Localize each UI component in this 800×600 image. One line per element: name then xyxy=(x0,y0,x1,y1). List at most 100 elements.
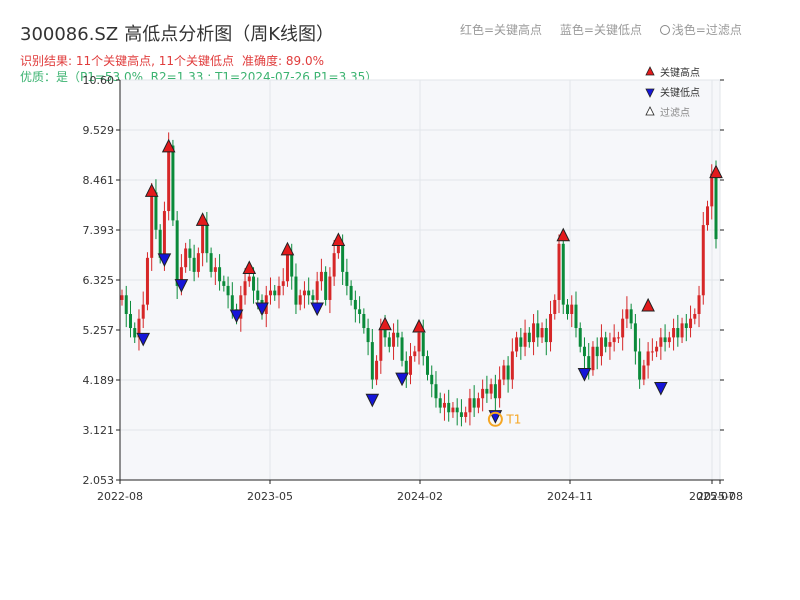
candle-body xyxy=(315,281,319,300)
key-low-marker xyxy=(229,309,244,324)
x-tick-label: 2022-08 xyxy=(97,490,143,503)
legend-red-text: 红色=关键高点 xyxy=(460,23,543,37)
candle-body xyxy=(209,253,213,272)
legend-low-label: 关键低点 xyxy=(660,86,700,99)
candle-body xyxy=(353,299,357,310)
key-low-marker xyxy=(174,279,189,293)
candle-body xyxy=(311,295,315,300)
key-low-marker xyxy=(255,302,269,317)
candle-body xyxy=(621,318,625,338)
y-tick-label: 2.053 xyxy=(83,474,115,487)
candle-body xyxy=(633,323,637,352)
candle-body xyxy=(523,332,527,347)
key-low-marker xyxy=(310,302,324,317)
candle-body xyxy=(549,314,553,343)
candle-body xyxy=(693,314,697,319)
candle-body xyxy=(532,323,536,343)
candle-body xyxy=(370,342,374,380)
candle-body xyxy=(379,328,383,361)
candle-body xyxy=(387,337,391,347)
candle-body xyxy=(557,243,561,300)
legend-high-label: 关键高点 xyxy=(660,66,700,79)
candle-body xyxy=(540,328,544,338)
candle-body xyxy=(485,388,489,394)
candle-body xyxy=(493,384,497,399)
legend-filtered-label: 过滤点 xyxy=(660,106,690,119)
candle-body xyxy=(247,276,251,282)
candle-body xyxy=(447,402,451,413)
candle-body xyxy=(383,328,387,338)
candle-body xyxy=(307,290,311,296)
candle-body xyxy=(171,145,175,221)
key-high-marker xyxy=(641,297,655,312)
candle-body xyxy=(332,253,336,277)
chart-title: 高低点分析图（周K线图） xyxy=(124,24,335,45)
candle-body xyxy=(128,314,132,329)
key-high-marker xyxy=(556,227,571,242)
candle-body xyxy=(510,351,514,380)
key-high-marker xyxy=(331,232,346,246)
legend-filtered-icon xyxy=(645,106,655,116)
candle-body xyxy=(498,379,502,399)
candle-body xyxy=(689,318,693,329)
candle-body xyxy=(285,253,289,282)
candle-body xyxy=(502,365,506,380)
candle-body xyxy=(578,328,582,347)
candle-body xyxy=(599,337,603,357)
candle-body xyxy=(574,304,578,329)
candle-body xyxy=(137,318,141,338)
candle-body xyxy=(591,346,595,371)
candle-body xyxy=(175,220,179,286)
candle-body xyxy=(430,374,434,385)
candle-body xyxy=(218,267,222,282)
candle-body xyxy=(392,332,396,347)
candle-body xyxy=(544,328,548,343)
candle-body xyxy=(158,229,162,258)
candle-body xyxy=(256,290,260,300)
candle-body xyxy=(201,225,205,254)
candle-body xyxy=(362,314,366,329)
key-high-marker xyxy=(412,318,426,333)
candle-body xyxy=(162,211,166,258)
candle-body xyxy=(442,402,446,408)
key-high-marker xyxy=(161,138,176,153)
x-tick-label: 2025-08 xyxy=(697,490,743,503)
y-ticks: 10.60 9.529 8.461 7.393 6.325 5.257 4.189 3.121… xyxy=(83,74,724,487)
candle-body xyxy=(625,309,629,319)
key-high-marker xyxy=(144,183,159,197)
candle-body xyxy=(154,192,158,230)
key-low-marker xyxy=(395,372,409,387)
key-low-marker xyxy=(577,368,592,382)
candle-body xyxy=(642,365,646,380)
key-high-marker xyxy=(709,164,723,179)
candle-body xyxy=(404,360,408,375)
candle-body xyxy=(336,243,340,254)
candle-body xyxy=(167,145,171,212)
candle-body xyxy=(451,407,455,413)
t1-label: T1 xyxy=(505,412,521,426)
candle-body xyxy=(464,412,468,417)
candle-body xyxy=(413,351,417,357)
legend-low-icon xyxy=(645,88,655,98)
candle-body xyxy=(506,365,510,380)
candle-body xyxy=(476,398,480,408)
candle-body xyxy=(680,323,684,338)
y-tick-label: 7.393 xyxy=(83,224,115,237)
candle-body xyxy=(396,332,400,338)
candle-body xyxy=(302,290,306,296)
x-tick-label: 2024-11 xyxy=(547,490,593,503)
candle-body xyxy=(595,346,599,357)
accuracy-label: 准确度: 89.0% xyxy=(242,54,325,68)
candle-body xyxy=(226,285,230,296)
candle-body xyxy=(196,253,200,272)
candle-body xyxy=(472,398,476,408)
candle-body xyxy=(659,337,663,347)
candle-body xyxy=(701,225,705,296)
x-tick-label: 2023-05 xyxy=(247,490,293,503)
y-tick-label: 8.461 xyxy=(83,174,115,187)
candle-body xyxy=(375,360,379,380)
candle-body xyxy=(536,323,540,338)
candle-body xyxy=(684,323,688,329)
result-line: 识别结果: 11个关键高点, 11个关键低点 准确度: 89.0% xyxy=(20,52,324,69)
key-low-marker xyxy=(157,253,172,267)
